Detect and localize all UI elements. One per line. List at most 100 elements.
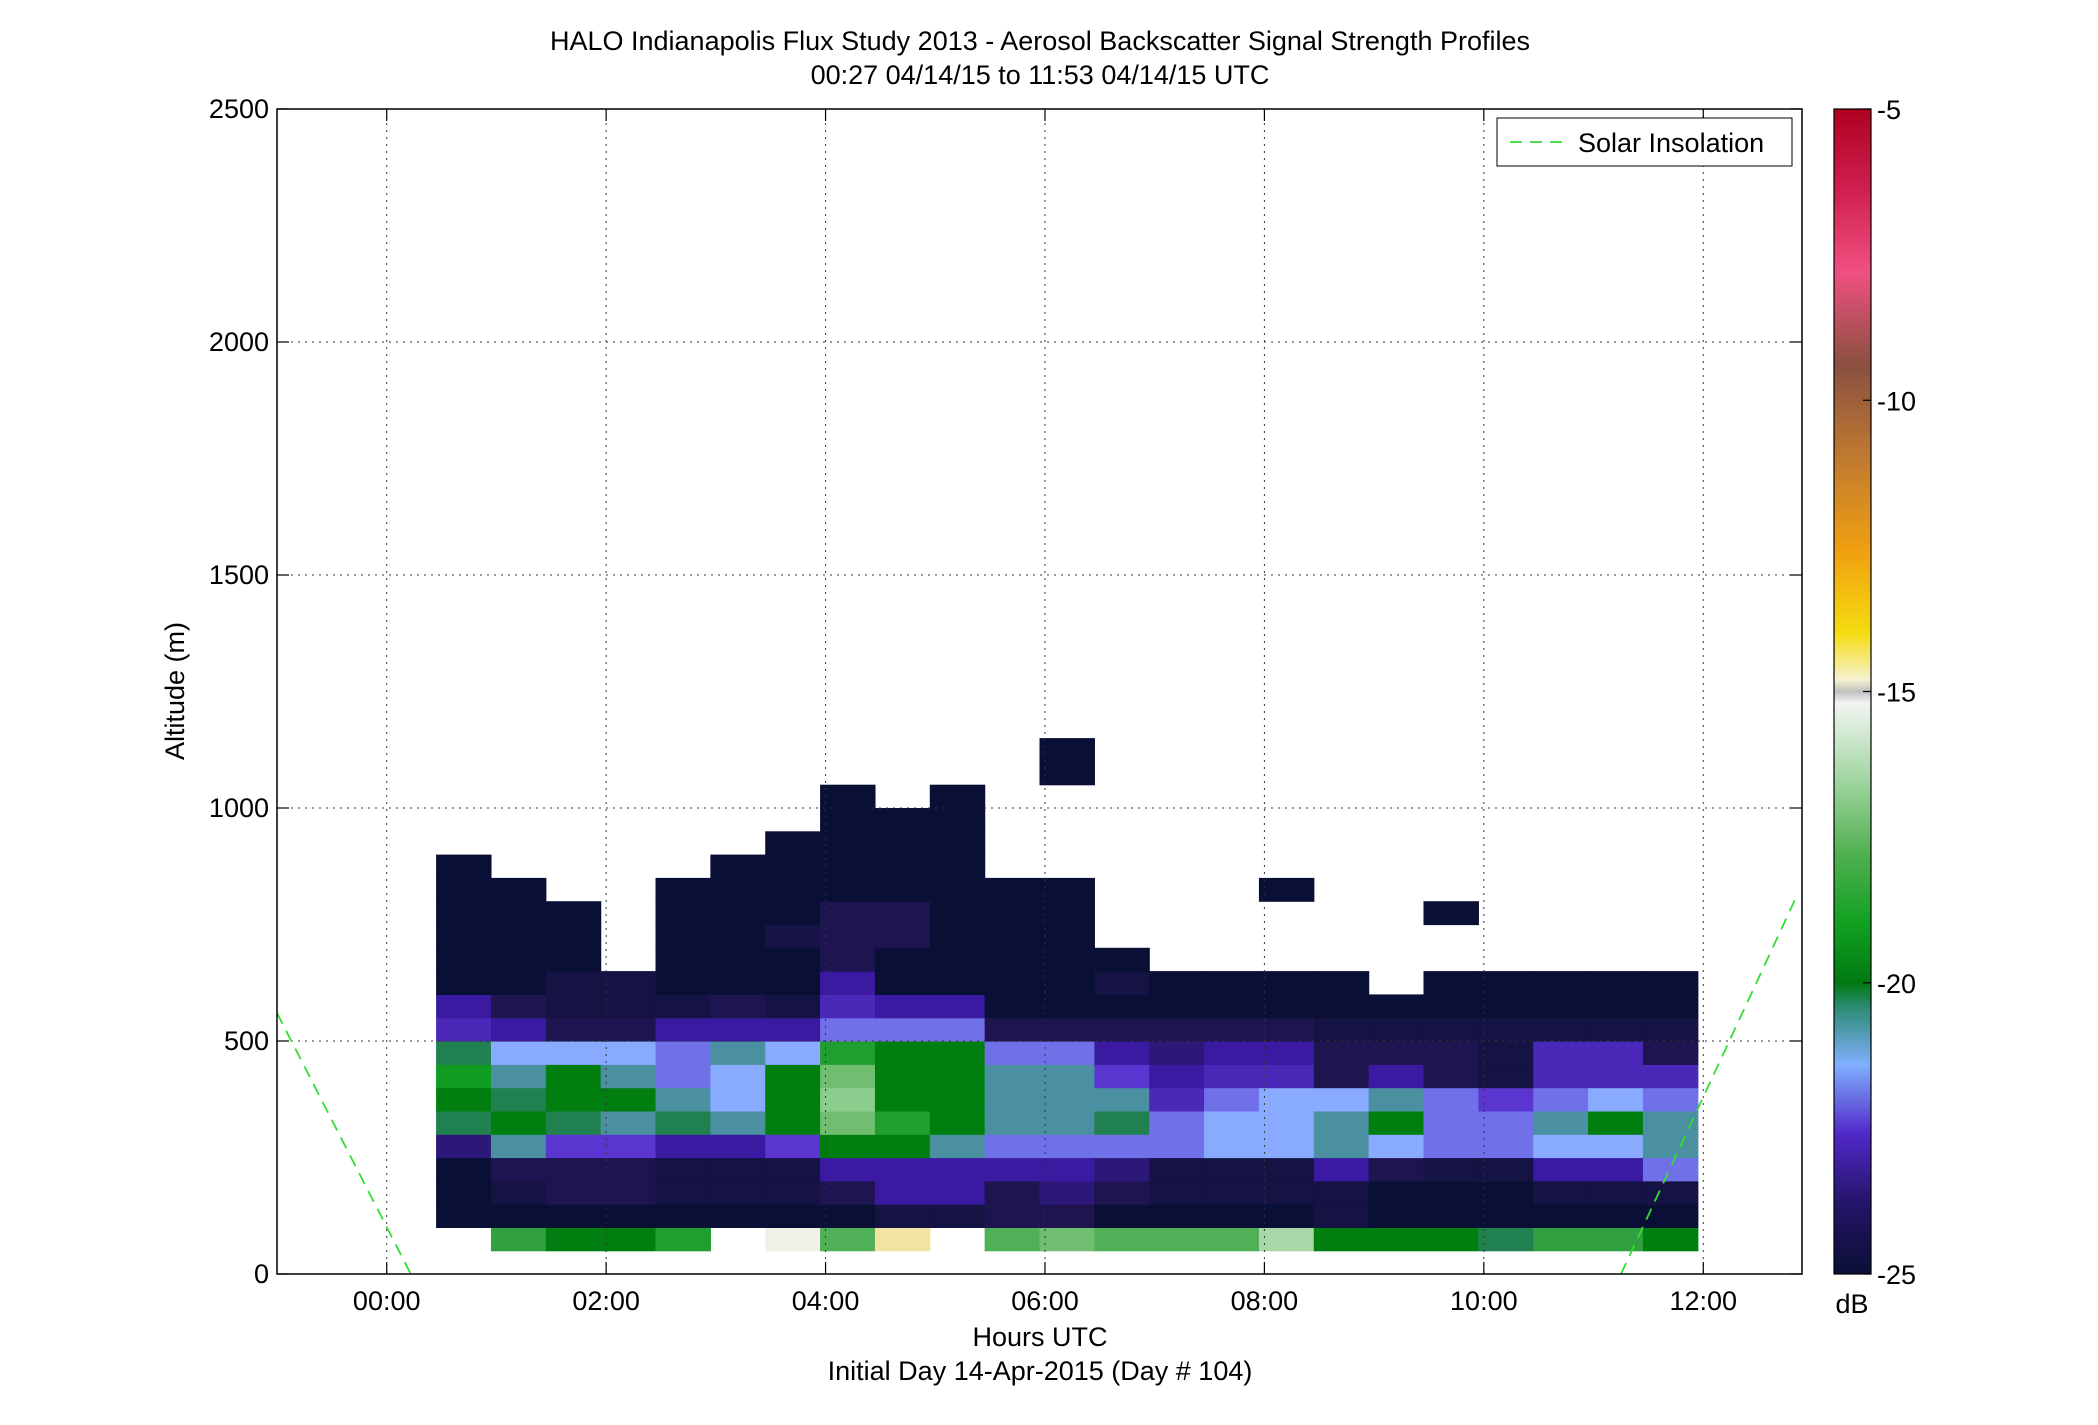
heatmap-cell	[710, 947, 766, 972]
heatmap-cell	[545, 1134, 602, 1159]
heatmap-cell	[1588, 1087, 1644, 1112]
heatmap-cell	[1642, 1227, 1699, 1252]
heatmap-cell	[874, 1227, 931, 1252]
heatmap-cell	[820, 854, 876, 879]
heatmap-cell	[929, 947, 986, 972]
heatmap-cell	[765, 1180, 821, 1205]
heatmap-cell	[1313, 994, 1370, 1019]
heatmap-cell	[1423, 971, 1479, 995]
heatmap-cell	[436, 1041, 492, 1065]
heatmap-cell	[655, 877, 711, 902]
heatmap-cell	[710, 1041, 766, 1065]
y-tick-label: 1000	[209, 793, 269, 823]
heatmap-cell	[436, 947, 492, 972]
heatmap-cell	[765, 971, 821, 995]
x-axis-sublabel: Initial Day 14-Apr-2015 (Day # 104)	[828, 1356, 1253, 1386]
colorbar-tick-label: -20	[1877, 969, 1916, 999]
heatmap-cell	[545, 1064, 602, 1089]
heatmap-cell	[1258, 994, 1315, 1019]
heatmap-cell	[1258, 1064, 1315, 1089]
heatmap-cell	[1039, 1017, 1095, 1042]
heatmap-cell	[1039, 994, 1095, 1019]
heatmap-cell	[655, 1227, 711, 1252]
heatmap-cell	[1642, 1087, 1699, 1112]
heatmap-cell	[984, 1204, 1041, 1228]
heatmap-cell	[1149, 1227, 1205, 1252]
heatmap-cell	[1478, 1227, 1534, 1252]
heatmap-cell	[820, 947, 876, 972]
heatmap-cell	[1478, 994, 1534, 1019]
heatmap-cell	[490, 1180, 547, 1205]
heatmap-cell	[655, 1157, 711, 1182]
heatmap-cell	[1642, 1017, 1699, 1042]
heatmap-cell	[874, 1017, 931, 1042]
heatmap-cell	[984, 994, 1041, 1019]
heatmap-cell	[874, 1204, 931, 1228]
heatmap-cell	[929, 1134, 986, 1159]
heatmap-cell	[490, 877, 547, 902]
heatmap-cell	[1204, 1064, 1260, 1089]
heatmap-cell	[710, 1087, 766, 1112]
heatmap-cell	[929, 971, 986, 995]
heatmap-cell	[1039, 738, 1095, 762]
heatmap-cell	[600, 1134, 657, 1159]
heatmap-cell	[1313, 1227, 1370, 1252]
heatmap-cell	[765, 924, 821, 949]
heatmap-cell	[929, 1110, 986, 1135]
heatmap-cell	[1258, 1087, 1315, 1112]
legend-solar-insolation-label: Solar Insolation	[1578, 128, 1764, 158]
heatmap-cell	[820, 924, 876, 949]
heatmap-cell	[490, 1087, 547, 1112]
heatmap-cell	[1094, 971, 1150, 995]
heatmap-cell	[710, 1110, 766, 1135]
heatmap-cell	[765, 1017, 821, 1042]
heatmap-cell	[765, 831, 821, 856]
heatmap-cell	[600, 1110, 657, 1135]
heatmap-cell	[1149, 1204, 1205, 1228]
heatmap-cell	[655, 1204, 711, 1228]
heatmap-cell	[1533, 1017, 1589, 1042]
heatmap-cell	[874, 1157, 931, 1182]
heatmap-cell	[765, 1134, 821, 1159]
heatmap-cell	[436, 1017, 492, 1042]
heatmap-cell	[1588, 1180, 1644, 1205]
heatmap-cell	[1368, 994, 1425, 1019]
heatmap-cell	[1258, 877, 1315, 902]
heatmap-cell	[1423, 994, 1479, 1019]
heatmap-cell	[1094, 1041, 1150, 1065]
heatmap-cell	[490, 1157, 547, 1182]
heatmap-cell	[1204, 1017, 1260, 1042]
heatmap-cell	[1423, 1064, 1479, 1089]
heatmap-cell	[765, 1087, 821, 1112]
heatmap-cell	[1039, 1227, 1095, 1252]
heatmap-cell	[710, 854, 766, 879]
heatmap-cell	[1368, 1064, 1425, 1089]
heatmap-cell	[1094, 1064, 1150, 1089]
x-tick-label: 04:00	[792, 1286, 860, 1316]
heatmap-cell	[1039, 1110, 1095, 1135]
heatmap-cell	[874, 1180, 931, 1205]
heatmap-cell	[1313, 1157, 1370, 1182]
heatmap-cell	[490, 1227, 547, 1252]
heatmap-cell	[1478, 1110, 1534, 1135]
y-tick-label: 2000	[209, 327, 269, 357]
heatmap-cell	[1039, 901, 1095, 926]
heatmap-cell	[765, 854, 821, 879]
heatmap-cell	[820, 1087, 876, 1112]
heatmap-cell	[1313, 1134, 1370, 1159]
heatmap-cell	[655, 1180, 711, 1205]
heatmap-cell	[655, 1087, 711, 1112]
heatmap-cell	[655, 947, 711, 972]
chart-title-line2: 00:27 04/14/15 to 11:53 04/14/15 UTC	[811, 60, 1270, 90]
heatmap-cell	[820, 1204, 876, 1228]
heatmap-cell	[1642, 1134, 1699, 1159]
heatmap-cell	[874, 831, 931, 856]
heatmap-cell	[490, 1110, 547, 1135]
heatmap-cell	[600, 1064, 657, 1089]
heatmap-cell	[874, 947, 931, 972]
heatmap-cell	[1423, 1041, 1479, 1065]
x-tick-label: 00:00	[353, 1286, 421, 1316]
heatmap-cell	[1094, 947, 1150, 972]
heatmap-cell	[1368, 1227, 1425, 1252]
heatmap-cell	[710, 1017, 766, 1042]
